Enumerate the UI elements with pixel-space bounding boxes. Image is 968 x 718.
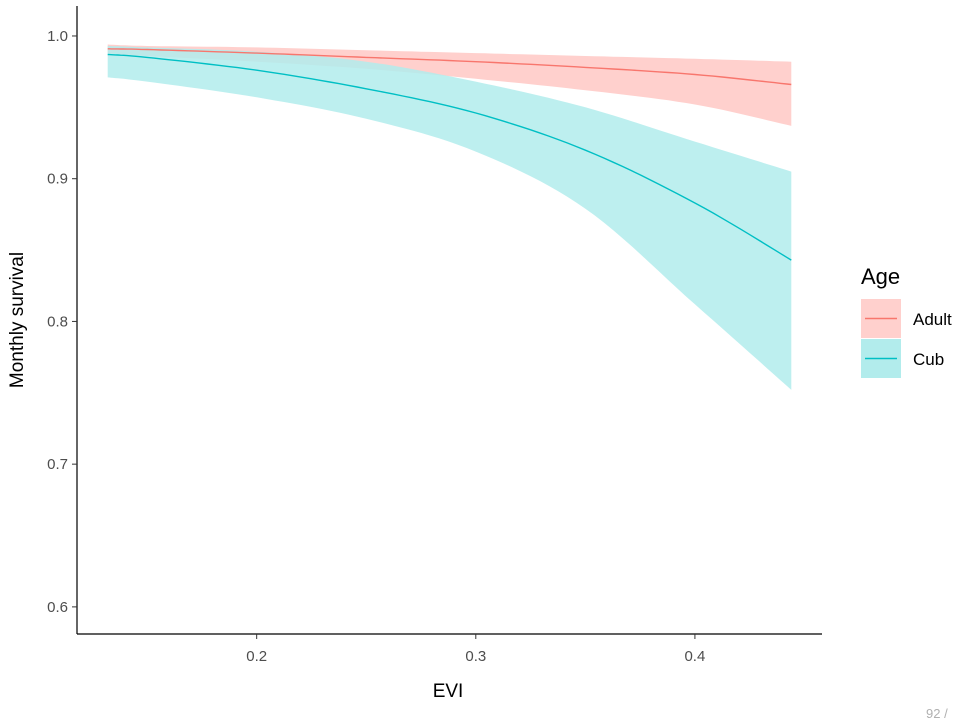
x-tick-label: 0.4 xyxy=(684,648,705,665)
band-adult xyxy=(107,44,792,126)
corner-fragment-text: 92 / xyxy=(926,706,948,718)
x-axis-title: EVI xyxy=(433,681,464,702)
y-ticks: 0.6 0.7 0.8 0.9 1.0 xyxy=(47,28,77,616)
confidence-bands xyxy=(107,44,792,390)
x-ticks: 0.2 0.3 0.4 xyxy=(246,634,705,665)
legend: Age Adult Cub xyxy=(861,264,952,378)
y-tick-label: 0.6 xyxy=(47,599,68,616)
y-tick-label: 0.8 xyxy=(47,313,68,330)
y-axis-title: Monthly survival xyxy=(7,252,28,388)
y-tick-label: 0.9 xyxy=(47,171,68,188)
line-adult xyxy=(107,48,792,86)
series-lines xyxy=(107,48,792,261)
band-cub xyxy=(107,46,792,390)
x-tick-label: 0.2 xyxy=(246,648,267,665)
x-tick-label: 0.3 xyxy=(465,648,486,665)
line-cub xyxy=(107,53,792,261)
legend-item-adult: Adult xyxy=(861,299,952,338)
legend-label: Adult xyxy=(913,310,952,329)
legend-title: Age xyxy=(861,264,900,289)
axes xyxy=(76,6,822,635)
legend-label: Cub xyxy=(913,350,944,369)
y-tick-label: 1.0 xyxy=(47,28,68,45)
legend-item-cub: Cub xyxy=(861,339,944,378)
y-tick-label: 0.7 xyxy=(47,456,68,473)
